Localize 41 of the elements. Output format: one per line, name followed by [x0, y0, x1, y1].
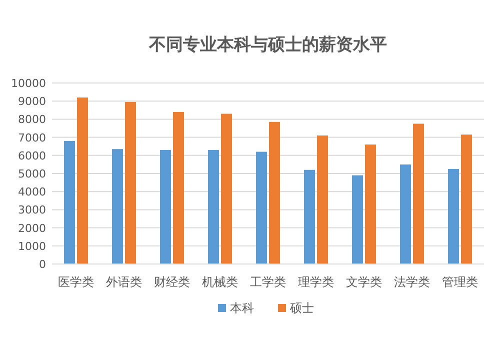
- bar: [173, 112, 184, 264]
- bar: [112, 149, 123, 264]
- y-tick-label: 10000: [11, 77, 46, 90]
- x-tick-label: 工学类: [250, 275, 286, 289]
- y-tick-label: 0: [39, 258, 46, 271]
- y-tick-label: 9000: [18, 95, 46, 108]
- bar: [461, 134, 472, 264]
- bar: [365, 144, 376, 264]
- x-tick-label: 理学类: [298, 275, 334, 289]
- x-tick-label: 财经类: [154, 275, 190, 289]
- y-tick-label: 4000: [18, 186, 46, 199]
- x-tick-label: 机械类: [202, 275, 238, 289]
- bar: [160, 150, 171, 264]
- bar: [317, 135, 328, 264]
- y-tick-label: 3000: [18, 204, 46, 217]
- y-tick-label: 2000: [18, 222, 46, 235]
- bar: [400, 164, 411, 264]
- x-tick-label: 外语类: [106, 275, 142, 289]
- legend-label: 硕士: [289, 301, 314, 315]
- y-tick-label: 5000: [18, 168, 46, 180]
- x-tick-label: 医学类: [58, 275, 94, 289]
- x-tick-label: 管理类: [442, 275, 478, 289]
- x-tick-label: 法学类: [394, 275, 430, 289]
- bar: [64, 140, 75, 264]
- bar: [304, 170, 315, 264]
- legend-label: 本科: [230, 301, 254, 315]
- bar: [221, 114, 232, 264]
- y-tick-label: 1000: [18, 240, 46, 253]
- bar: [352, 175, 363, 264]
- bar: [256, 152, 267, 264]
- chart-title: 不同专业本科与硕士的薪资水平: [148, 35, 387, 55]
- bar: [208, 150, 219, 264]
- x-tick-label: 文学类: [346, 275, 382, 289]
- y-tick-label: 7000: [18, 131, 46, 144]
- bar: [125, 102, 136, 264]
- bar: [269, 122, 280, 264]
- bar: [413, 124, 424, 264]
- bar: [448, 168, 459, 264]
- y-tick-label: 6000: [18, 149, 46, 162]
- y-tick-label: 8000: [18, 113, 46, 126]
- bar: [77, 97, 88, 264]
